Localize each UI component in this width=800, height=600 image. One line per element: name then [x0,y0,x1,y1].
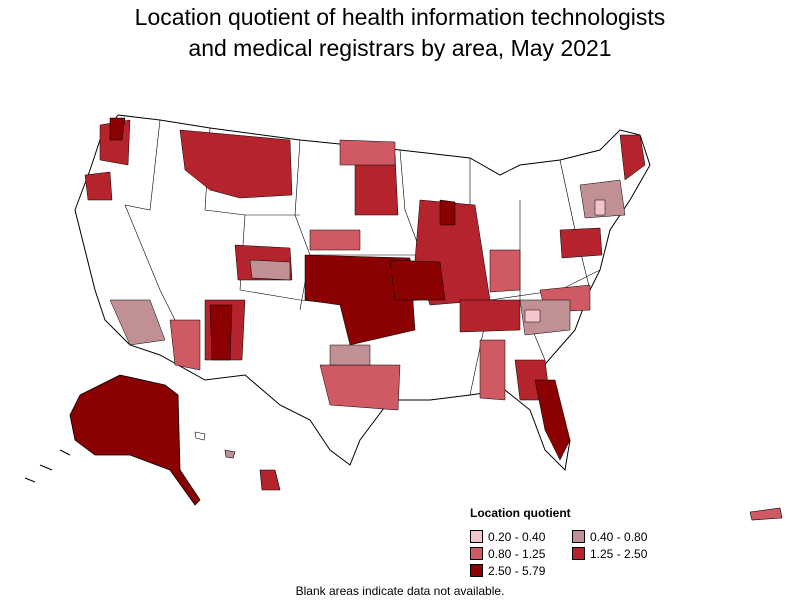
legend-swatch [470,547,483,560]
legend-item: 0.80 - 1.25 [470,546,572,561]
legend-swatch [470,564,483,577]
legend-title: Location quotient [470,506,571,520]
region-ohio [489,249,521,293]
region-texas-central [329,344,371,366]
region-michigan [439,199,456,226]
footnote: Blank areas indicate data not available. [295,584,505,598]
region-maine [619,134,646,181]
region-florida [534,379,571,461]
region-oregon [84,171,113,201]
region-missouri [389,259,446,301]
region-vermont [594,199,606,216]
legend-label: 1.25 - 2.50 [590,546,648,561]
region-alaska [69,374,201,506]
region-nw-washington [109,117,126,141]
region-texas-east [319,364,401,411]
legend-item: 1.25 - 2.50 [572,546,682,561]
region-nebraska [309,229,361,251]
legend-swatch [572,530,585,543]
region-pennsylvania [559,227,603,259]
region-new-york [579,179,626,219]
region-puerto-rico [749,507,783,521]
map-title: Location quotient of health information … [0,2,800,64]
legend-label: 0.20 - 0.40 [488,529,546,544]
legend-swatch [572,547,585,560]
regions-lq-0-80-1-25 [169,139,591,411]
region-arizona [169,319,201,371]
region-tennessee [459,299,521,333]
map-legend: Location quotient 0.20 - 0.40 0.40 - 0.8… [470,506,690,578]
legend-item: 0.20 - 0.40 [470,529,572,544]
region-north-carolina-pocket [524,309,541,323]
alaska-aleutians [24,449,71,483]
legend-item: 2.50 - 5.79 [470,563,572,578]
region-southern-california [109,299,166,346]
region-alabama [479,339,506,401]
regions-lq-0-20-0-40 [524,199,606,323]
legend-label: 0.80 - 1.25 [488,546,546,561]
legend-label: 0.40 - 0.80 [590,529,648,544]
legend-grid: 0.20 - 0.40 0.40 - 0.80 0.80 - 1.25 1.25… [470,529,690,578]
region-new-mexico-center [209,304,233,361]
legend-label: 2.50 - 5.79 [488,563,546,578]
region-north-dakota [339,139,396,166]
regions-lq-2-50-5-79 [109,117,571,461]
region-wyoming [249,259,291,281]
title-line-1: Location quotient of health information … [134,4,666,30]
region-carolinas [519,299,571,336]
legend-item: 0.40 - 0.80 [572,529,682,544]
regions-lq-0-40-0-80 [109,179,626,366]
title-line-2: and medical registrars by area, May 2021 [188,35,612,61]
legend-swatch [470,530,483,543]
region-hawaii [194,431,281,491]
region-montana [179,129,293,199]
